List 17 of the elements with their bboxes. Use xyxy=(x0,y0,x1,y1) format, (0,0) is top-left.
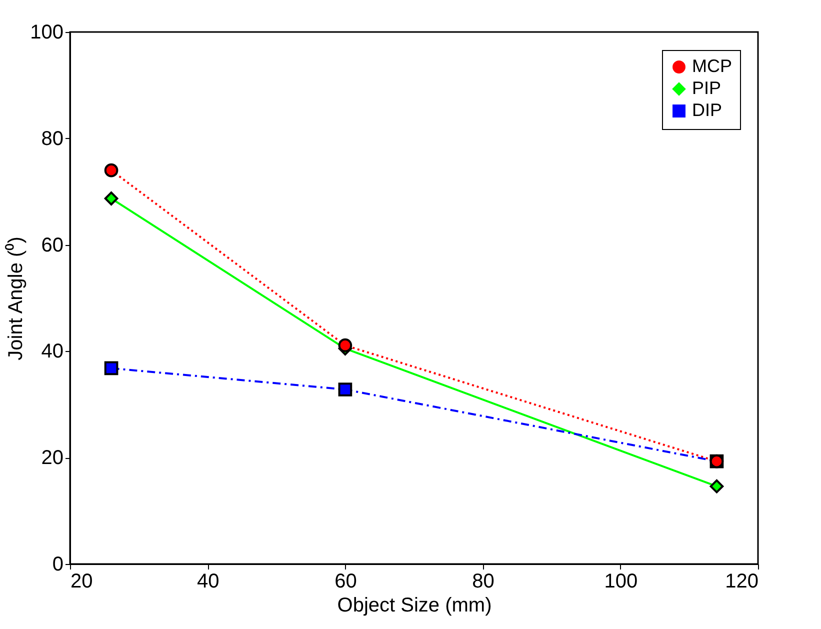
y-tick-label: 0 xyxy=(52,554,64,576)
y-axis-title: Joint Angle (⁰) xyxy=(4,236,28,360)
y-tick-label: 20 xyxy=(41,447,64,470)
x-tick-label: 60 xyxy=(334,570,357,592)
x-tick-label: 100 xyxy=(604,570,638,592)
y-tick-label: 80 xyxy=(41,128,64,150)
x-tick-label: 40 xyxy=(196,570,220,592)
legend-label: DIP xyxy=(692,100,722,120)
x-axis-title: Object Size (mm) xyxy=(337,594,492,616)
legend-label: MCP xyxy=(692,56,732,76)
x-tick-label: 80 xyxy=(472,570,494,592)
legend-label: PIP xyxy=(692,78,722,98)
y-tick-label: 40 xyxy=(41,340,64,363)
y-tick-label: 100 xyxy=(30,22,64,44)
x-tick-label: 20 xyxy=(70,570,93,592)
y-tick-label: 60 xyxy=(41,234,64,256)
x-tick-label: 120 xyxy=(725,570,758,592)
